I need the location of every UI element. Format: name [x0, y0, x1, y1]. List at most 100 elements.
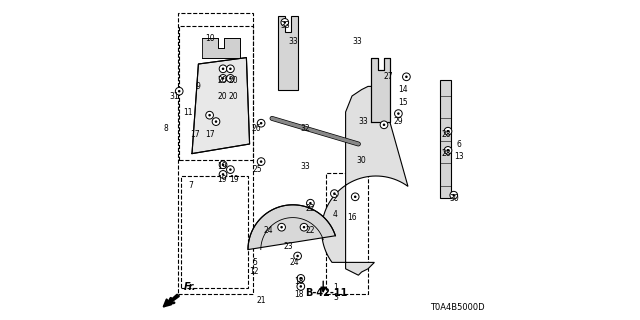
Text: 11: 11	[184, 108, 193, 116]
Circle shape	[219, 75, 227, 82]
Polygon shape	[371, 58, 390, 122]
Text: B-42-11: B-42-11	[305, 288, 348, 298]
Circle shape	[294, 252, 301, 260]
Text: 30: 30	[449, 194, 460, 203]
Circle shape	[206, 111, 214, 119]
Circle shape	[303, 226, 305, 228]
Text: 6: 6	[457, 140, 461, 148]
Text: 30: 30	[356, 156, 367, 164]
Text: 27: 27	[384, 72, 394, 81]
Circle shape	[300, 223, 308, 231]
Text: 17: 17	[190, 130, 200, 139]
Text: 13: 13	[454, 152, 464, 161]
Polygon shape	[440, 80, 451, 198]
Text: 20: 20	[228, 76, 239, 84]
Circle shape	[229, 168, 232, 171]
Circle shape	[394, 110, 402, 117]
Text: 1: 1	[333, 284, 338, 292]
Circle shape	[222, 68, 225, 70]
Circle shape	[447, 130, 449, 132]
Circle shape	[280, 226, 283, 228]
Text: 18: 18	[294, 290, 304, 299]
Circle shape	[219, 161, 227, 169]
Text: 16: 16	[347, 213, 357, 222]
Circle shape	[229, 68, 232, 70]
Circle shape	[333, 192, 335, 195]
Text: 22: 22	[306, 204, 315, 212]
Text: 29: 29	[394, 117, 403, 126]
Text: 20: 20	[218, 76, 227, 84]
Circle shape	[330, 190, 338, 197]
Circle shape	[260, 122, 262, 124]
Text: 21: 21	[256, 296, 266, 305]
Text: 5: 5	[252, 258, 257, 267]
Text: 14: 14	[398, 85, 408, 94]
Circle shape	[222, 77, 225, 80]
Text: 23: 23	[283, 242, 293, 251]
Text: 28: 28	[442, 130, 451, 139]
Circle shape	[219, 171, 227, 178]
Circle shape	[278, 223, 285, 231]
Circle shape	[219, 65, 227, 73]
Text: 19: 19	[218, 175, 227, 184]
Text: 20: 20	[218, 92, 227, 100]
Circle shape	[405, 76, 408, 78]
Circle shape	[260, 160, 262, 163]
Text: 33: 33	[352, 37, 362, 46]
Text: 4: 4	[333, 210, 338, 219]
Text: 19: 19	[228, 175, 239, 184]
Text: 28: 28	[442, 149, 451, 158]
Circle shape	[281, 19, 289, 26]
Circle shape	[257, 119, 265, 127]
Text: 33: 33	[301, 162, 310, 171]
Text: 25: 25	[253, 165, 262, 174]
Text: 31: 31	[170, 92, 179, 100]
Circle shape	[215, 120, 218, 123]
Circle shape	[452, 194, 455, 196]
Circle shape	[307, 199, 314, 207]
Text: 26: 26	[251, 124, 261, 132]
Text: 22: 22	[306, 226, 315, 235]
Text: 17: 17	[205, 130, 214, 139]
Text: 3: 3	[333, 293, 338, 302]
Circle shape	[380, 121, 388, 129]
Circle shape	[222, 164, 225, 166]
Text: 19: 19	[218, 162, 227, 171]
Text: 7: 7	[188, 181, 193, 190]
Text: 33: 33	[280, 21, 290, 30]
Polygon shape	[192, 58, 250, 154]
Polygon shape	[248, 205, 335, 250]
Text: 8: 8	[163, 124, 168, 132]
Circle shape	[354, 196, 356, 198]
Polygon shape	[202, 38, 240, 58]
Circle shape	[227, 166, 234, 173]
Text: 24: 24	[264, 226, 274, 235]
Circle shape	[209, 114, 211, 116]
Text: 15: 15	[398, 98, 408, 107]
Text: 33: 33	[288, 37, 298, 46]
Circle shape	[212, 118, 220, 125]
Circle shape	[257, 158, 265, 165]
Text: 9: 9	[196, 82, 201, 91]
Circle shape	[296, 255, 299, 257]
Circle shape	[297, 283, 305, 290]
Circle shape	[397, 112, 399, 115]
Text: 10: 10	[205, 34, 214, 43]
Circle shape	[222, 173, 225, 176]
Circle shape	[444, 127, 452, 135]
Circle shape	[227, 75, 234, 82]
Circle shape	[178, 90, 180, 92]
Circle shape	[444, 147, 452, 154]
Circle shape	[227, 65, 234, 73]
Circle shape	[351, 193, 359, 201]
Text: 2: 2	[333, 194, 338, 203]
Text: 24: 24	[289, 258, 300, 267]
Text: 20: 20	[228, 92, 239, 100]
Text: 32: 32	[301, 124, 310, 132]
Circle shape	[383, 124, 385, 126]
Text: Fr.: Fr.	[184, 282, 196, 292]
Text: 33: 33	[358, 117, 368, 126]
Polygon shape	[278, 16, 298, 90]
Circle shape	[175, 87, 183, 95]
Circle shape	[450, 191, 458, 199]
